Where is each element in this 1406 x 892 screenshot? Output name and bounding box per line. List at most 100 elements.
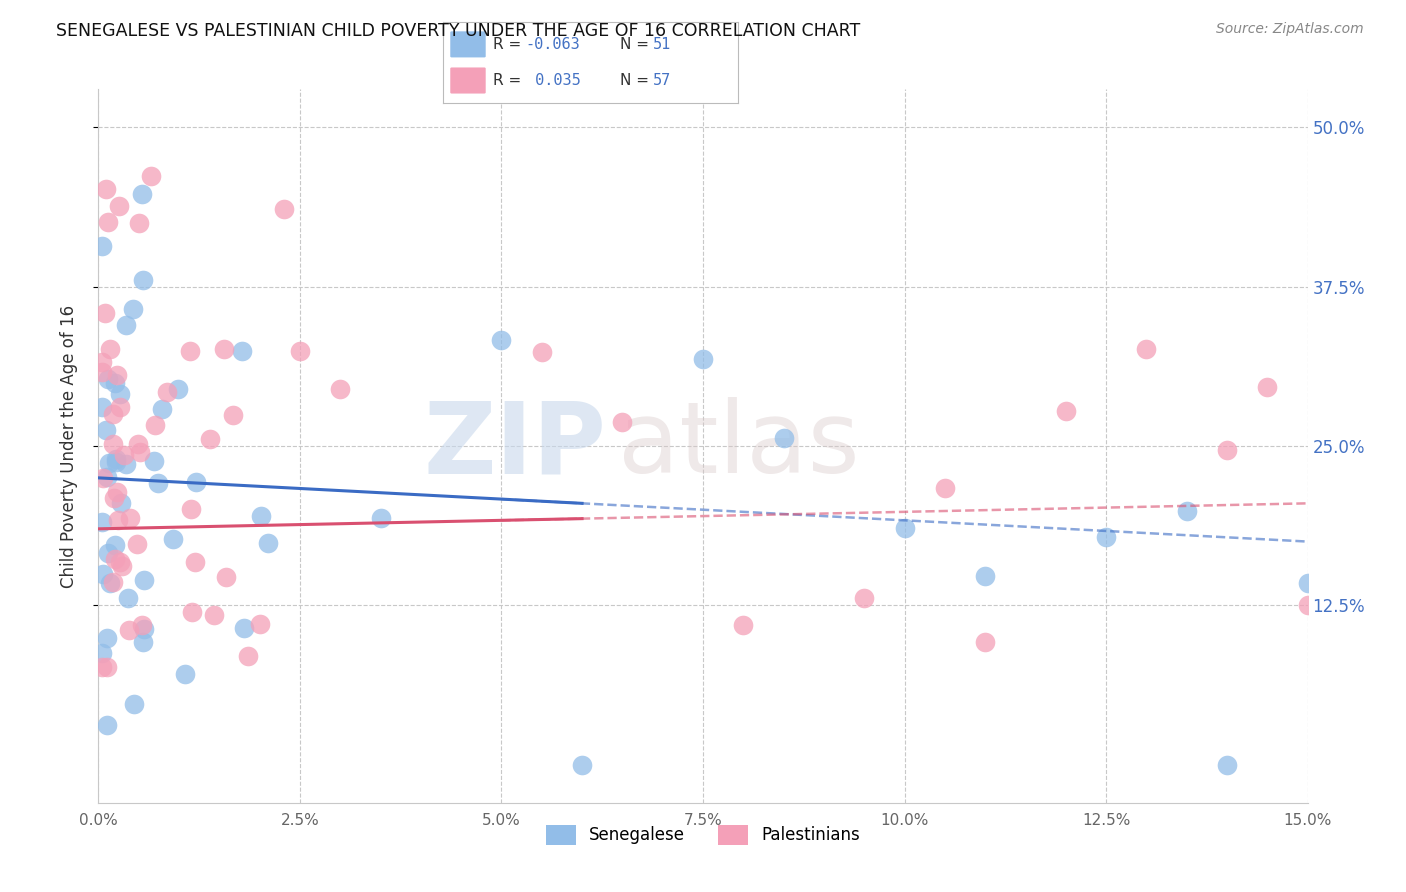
Point — [93, 567, 115, 582]
Point — [105, 484, 128, 499]
Point — [107, 513, 129, 527]
Point — [110, 555, 132, 569]
Point — [110, 496, 132, 510]
Point — [101, 437, 124, 451]
Text: R =: R = — [494, 73, 522, 88]
Point — [1175, 504, 1198, 518]
Point — [1296, 599, 1319, 613]
Point — [91, 400, 114, 414]
Point — [117, 591, 139, 605]
Point — [101, 407, 124, 421]
Point — [202, 607, 225, 622]
Point — [491, 333, 513, 347]
Point — [97, 215, 120, 229]
Point — [156, 385, 179, 400]
Point — [91, 515, 114, 529]
Point — [104, 454, 127, 468]
Point — [974, 569, 997, 583]
Point — [180, 501, 202, 516]
Text: R =: R = — [494, 37, 522, 52]
Text: N =: N = — [620, 37, 650, 52]
Point — [91, 355, 114, 369]
Point — [114, 457, 136, 471]
Point — [104, 376, 127, 390]
Point — [94, 306, 117, 320]
Point — [167, 382, 190, 396]
Point — [1216, 443, 1239, 458]
Point — [183, 555, 205, 569]
Point — [115, 318, 138, 332]
Point — [143, 454, 166, 468]
Point — [198, 432, 221, 446]
Point — [1216, 757, 1239, 772]
Point — [131, 618, 153, 632]
Text: N =: N = — [620, 73, 650, 88]
Point — [124, 697, 146, 711]
Text: atlas: atlas — [619, 398, 860, 494]
Point — [128, 216, 150, 230]
Point — [94, 423, 117, 437]
Point — [122, 301, 145, 316]
Point — [257, 535, 280, 549]
Text: 57: 57 — [652, 73, 671, 88]
Point — [94, 182, 117, 196]
Point — [288, 344, 311, 359]
Point — [127, 437, 149, 451]
Point — [184, 475, 207, 490]
Point — [974, 635, 997, 649]
Point — [132, 622, 155, 636]
Text: ZIP: ZIP — [423, 398, 606, 494]
Point — [98, 342, 121, 356]
Point — [934, 482, 956, 496]
Point — [98, 456, 121, 470]
Point — [98, 576, 121, 591]
Point — [105, 368, 128, 382]
Point — [733, 618, 755, 632]
Point — [772, 431, 794, 445]
Point — [131, 186, 153, 201]
Point — [118, 511, 141, 525]
Point — [96, 718, 118, 732]
Point — [91, 471, 114, 485]
Point — [162, 532, 184, 546]
Point — [370, 510, 392, 524]
Point — [853, 591, 876, 606]
Point — [91, 365, 114, 379]
Point — [97, 546, 120, 560]
Point — [127, 537, 149, 551]
Point — [91, 646, 114, 660]
Point — [571, 757, 593, 772]
Point — [214, 342, 236, 356]
Point — [146, 476, 169, 491]
Point — [96, 631, 118, 645]
Text: SENEGALESE VS PALESTINIAN CHILD POVERTY UNDER THE AGE OF 16 CORRELATION CHART: SENEGALESE VS PALESTINIAN CHILD POVERTY … — [56, 22, 860, 40]
Point — [231, 344, 253, 359]
Point — [108, 401, 131, 415]
Point — [215, 570, 238, 584]
Point — [128, 444, 150, 458]
Point — [104, 551, 127, 566]
Point — [91, 238, 114, 252]
Text: 51: 51 — [652, 37, 671, 52]
Point — [612, 415, 634, 429]
Point — [1256, 380, 1278, 394]
Point — [112, 449, 135, 463]
Point — [530, 345, 553, 359]
Point — [238, 649, 260, 664]
Point — [104, 538, 127, 552]
Point — [132, 272, 155, 286]
Point — [141, 169, 163, 183]
FancyBboxPatch shape — [450, 68, 485, 94]
Point — [103, 491, 125, 505]
Point — [249, 617, 271, 632]
Point — [1135, 343, 1157, 357]
Point — [96, 659, 118, 673]
Point — [150, 401, 173, 416]
Legend: Senegalese, Palestinians: Senegalese, Palestinians — [538, 818, 868, 852]
Point — [97, 372, 120, 386]
Y-axis label: Child Poverty Under the Age of 16: Child Poverty Under the Age of 16 — [59, 304, 77, 588]
Point — [110, 387, 132, 401]
Point — [222, 408, 245, 422]
FancyBboxPatch shape — [450, 31, 485, 57]
Point — [134, 573, 156, 587]
